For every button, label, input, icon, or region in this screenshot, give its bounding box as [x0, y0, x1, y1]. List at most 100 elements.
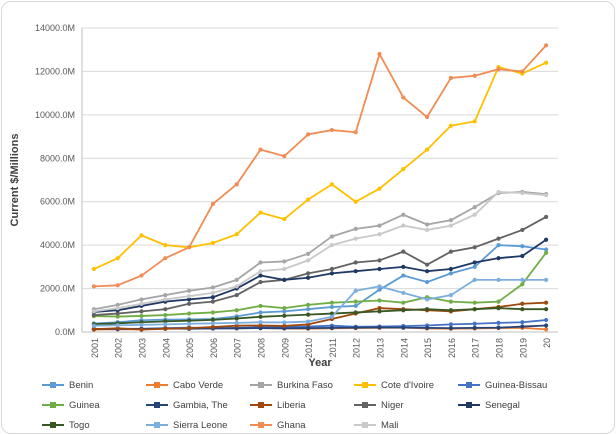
- chart-plot: 0.0M 2000.0M 4000.0M 6000.0M 8000.0M 10000.0M…: [9, 23, 558, 369]
- series-marker-gambia-the: [353, 325, 358, 330]
- series-marker-niger: [306, 271, 311, 276]
- series-marker-togo: [496, 306, 501, 311]
- series-marker-cote-d-ivoire: [115, 256, 120, 261]
- series-line-togo[interactable]: [93, 307, 547, 326]
- series-line-benin[interactable]: [93, 244, 547, 325]
- series-marker-guinea: [139, 313, 144, 319]
- series-marker-gambia-the: [377, 325, 382, 330]
- legend-item-benin[interactable]: Benin: [42, 375, 146, 395]
- legend-item-guinea[interactable]: Guinea: [42, 395, 146, 415]
- series-marker-guinea: [282, 306, 287, 311]
- series-line-senegal[interactable]: [93, 238, 547, 313]
- series-marker-liberia: [377, 306, 382, 311]
- series-marker-togo: [401, 308, 406, 313]
- series-line-burkina-faso[interactable]: [93, 191, 547, 311]
- legend-item-gambia-the[interactable]: Gambia, The: [146, 395, 250, 415]
- x-tick-label: 2011: [328, 338, 338, 357]
- series-marker-senegal: [401, 264, 406, 269]
- series-marker-ghana: [306, 132, 311, 137]
- series-marker-burkina-faso: [187, 288, 192, 293]
- series-marker-cote-d-ivoire: [306, 197, 311, 202]
- x-tick-label: 2019: [518, 338, 528, 358]
- legend-item-niger[interactable]: Niger: [354, 395, 458, 415]
- legend: Benin Cabo Verde Burkina Faso Cote d'Ivoire…: [42, 375, 574, 433]
- series-marker-guinea: [448, 299, 453, 304]
- legend-item-sierra-leone[interactable]: Sierra Leone: [146, 415, 250, 433]
- series-marker-sierra-leone: [306, 319, 311, 324]
- legend-square-icon: [258, 382, 264, 388]
- legend-square-icon: [50, 402, 56, 408]
- legend-item-burkina-faso[interactable]: Burkina Faso: [250, 375, 354, 395]
- series-marker-mali: [210, 290, 215, 296]
- legend-item-mali[interactable]: Mali: [354, 415, 458, 433]
- x-tick-label: 2018: [495, 338, 505, 358]
- series-marker-senegal: [377, 266, 382, 272]
- legend-marker-niger: [354, 401, 376, 410]
- legend-label: Cabo Verde: [173, 379, 224, 391]
- series-marker-sierra-leone: [187, 321, 192, 326]
- series-marker-niger: [520, 227, 525, 233]
- series-marker-burkina-faso: [377, 223, 382, 228]
- legend-square-icon: [258, 422, 264, 428]
- legend-item-liberia[interactable]: Liberia: [250, 395, 354, 415]
- series-marker-ghana: [163, 256, 168, 261]
- series-marker-burkina-faso: [139, 297, 144, 302]
- series-marker-guinea: [258, 303, 263, 309]
- series-marker-mali: [472, 212, 477, 217]
- series-line-mali[interactable]: [93, 191, 547, 313]
- series-marker-cote-d-ivoire: [282, 216, 287, 222]
- legend-item-cote-d-ivoire[interactable]: Cote d'Ivoire: [354, 375, 458, 395]
- legend-label: Niger: [381, 399, 404, 411]
- series-marker-guinea: [210, 310, 215, 315]
- series-marker-burkina-faso: [258, 260, 263, 265]
- series-marker-cote-d-ivoire: [329, 182, 334, 187]
- series-marker-mali: [306, 258, 311, 263]
- series-marker-benin: [544, 247, 549, 252]
- series-marker-benin: [329, 304, 334, 310]
- series-marker-senegal: [353, 269, 358, 274]
- series-line-ghana[interactable]: [93, 44, 547, 288]
- legend-marker-liberia: [250, 401, 272, 410]
- series-marker-senegal: [448, 266, 453, 272]
- legend-item-ghana[interactable]: Ghana: [250, 415, 354, 433]
- x-tick-label: 2013: [376, 338, 386, 358]
- legend-item-togo[interactable]: Togo: [42, 415, 146, 433]
- legend-item-cabo-verde[interactable]: Cabo Verde: [146, 375, 250, 395]
- series-marker-guinea: [520, 282, 525, 287]
- series-marker-niger: [496, 236, 501, 241]
- series-marker-benin: [258, 310, 263, 315]
- legend-label: Ghana: [277, 419, 306, 431]
- series-line-sierra-leone[interactable]: [93, 278, 547, 327]
- legend-item-guinea-bissau[interactable]: Guinea-Bissau: [458, 375, 562, 395]
- series-marker-sierra-leone: [163, 322, 168, 327]
- series-marker-gambia-the: [496, 325, 501, 330]
- series-marker-liberia: [115, 326, 120, 331]
- legend-marker-mali: [354, 421, 376, 430]
- series-line-cote-d-ivoire[interactable]: [93, 61, 547, 270]
- series-marker-mali: [163, 297, 168, 302]
- series-marker-cote-d-ivoire: [234, 232, 239, 237]
- series-line-niger[interactable]: [93, 216, 547, 316]
- legend-marker-sierra-leone: [146, 421, 168, 430]
- series-marker-sierra-leone: [496, 277, 501, 282]
- series-marker-liberia: [520, 301, 525, 306]
- legend-square-icon: [154, 382, 160, 388]
- series-marker-guinea: [496, 299, 501, 304]
- series-marker-benin: [306, 307, 311, 312]
- series-line-guinea[interactable]: [93, 251, 547, 318]
- series-marker-niger: [234, 292, 239, 298]
- series-marker-ghana: [115, 283, 120, 288]
- x-tick-label: 2004: [161, 338, 171, 358]
- legend-label: Liberia: [277, 399, 306, 411]
- legend-square-icon: [362, 402, 368, 408]
- y-tick-label: 6000.0M: [40, 197, 75, 207]
- series-marker-liberia: [210, 324, 215, 330]
- y-axis-title: Current $/Millions: [9, 134, 21, 227]
- legend-item-senegal[interactable]: Senegal: [458, 395, 562, 415]
- series-marker-guinea: [353, 299, 358, 304]
- series-marker-mali: [187, 294, 192, 299]
- series-marker-mali: [520, 190, 525, 196]
- series-marker-togo: [258, 314, 263, 319]
- y-tick-label: 10000.0M: [35, 110, 75, 120]
